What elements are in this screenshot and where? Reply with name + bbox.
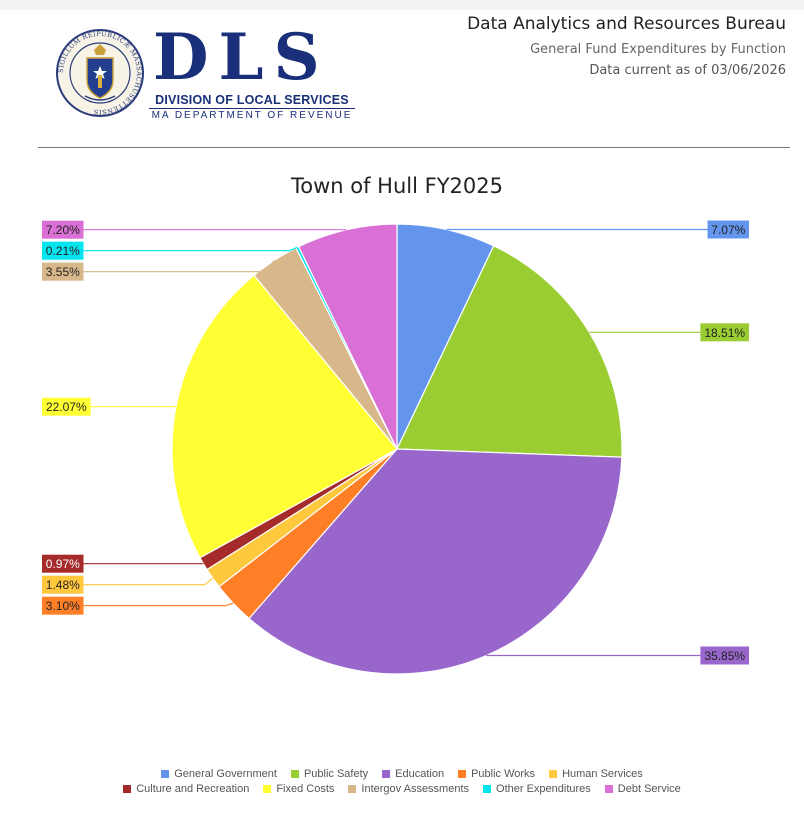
legend-label: General Government	[174, 768, 277, 780]
data-label-box	[707, 220, 749, 239]
data-label-box	[42, 397, 91, 416]
data-label-box	[42, 554, 84, 573]
header-divider	[38, 147, 790, 148]
massachusetts-seal-icon: SIGILLUM REIPUBLICÆ MASSACHUSETTENSIS	[56, 29, 144, 117]
legend-swatch	[161, 770, 170, 778]
data-label-box	[700, 323, 749, 342]
legend-swatch	[123, 785, 132, 793]
data-label-box	[42, 596, 84, 615]
legend-label: Public Safety	[303, 768, 369, 780]
dls-logo: SIGILLUM REIPUBLICÆ MASSACHUSETTENSIS DL…	[55, 20, 355, 129]
data-label-box	[42, 220, 84, 239]
bureau-title: Data Analytics and Resources Bureau	[467, 14, 786, 34]
pie-slice-fixed-costs	[171, 274, 398, 559]
legend-item: Intergov Assessments	[348, 783, 469, 795]
legend-item: General Government	[161, 768, 277, 780]
legend-swatch	[382, 770, 391, 778]
report-subtitle: General Fund Expenditures by Function	[530, 42, 786, 57]
legend-label: Human Services	[562, 768, 643, 780]
legend-swatch	[604, 785, 613, 793]
legend-item: Debt Service	[604, 783, 681, 795]
legend-label: Debt Service	[617, 783, 681, 795]
data-label: 18.51%	[704, 326, 745, 340]
legend-item: Public Works	[458, 768, 535, 780]
data-label-box	[42, 262, 84, 281]
legend-label: Public Works	[471, 768, 536, 780]
legend-label: Other Expenditures	[496, 783, 591, 795]
leader-line	[83, 602, 234, 607]
pie-slice-debt-service	[297, 223, 398, 450]
chart-title: Town of Hull FY2025	[290, 174, 503, 198]
dls-line-division: DIVISION OF LOCAL SERVICES	[155, 93, 349, 107]
legend-swatch	[458, 770, 467, 778]
data-label-box	[700, 646, 749, 665]
data-label: 7.20%	[46, 223, 80, 237]
dls-line-department: MA DEPARTMENT OF REVENUE	[151, 110, 353, 121]
legend-swatch	[549, 770, 558, 778]
data-label: 35.85%	[704, 649, 745, 663]
leader-line	[83, 246, 298, 252]
legend-swatch	[348, 785, 357, 793]
leader-line	[83, 577, 214, 586]
legend-item: Public Safety	[290, 768, 369, 780]
chart-legend: General Government Public Safety Education…	[0, 768, 804, 798]
legend-label: Intergov Assessments	[361, 783, 470, 795]
data-label: 3.10%	[46, 599, 80, 613]
dls-logo-rule	[149, 108, 355, 109]
legend-item: Other Expenditures	[483, 783, 591, 795]
legend-item: Culture and Recreation	[123, 783, 249, 795]
data-label: 7.07%	[711, 223, 745, 237]
legend-swatch	[290, 770, 299, 778]
legend-label: Culture and Recreation	[136, 783, 250, 795]
data-label: 0.97%	[46, 557, 80, 571]
data-label-box	[42, 241, 84, 260]
data-label: 0.21%	[46, 244, 80, 258]
pie-chart: Town of Hull FY2025 7.07% 18.51% 35.85% 7.20…	[42, 174, 749, 675]
legend-item: Education	[382, 768, 444, 780]
legend-swatch	[483, 785, 492, 793]
pie-slice-public-safety	[396, 245, 623, 458]
legend-item: Fixed Costs	[263, 783, 334, 795]
data-label-box	[42, 575, 84, 594]
data-label: 1.48%	[46, 578, 80, 592]
data-label: 22.07%	[46, 400, 87, 414]
legend-item: Human Services	[549, 768, 643, 780]
legend-row: General Government Public Safety Education…	[0, 768, 804, 780]
leader-line	[83, 260, 275, 273]
legend-swatch	[263, 785, 272, 793]
dls-wordmark: DLS	[153, 20, 330, 95]
data-current-date: Data current as of 03/06/2026	[589, 63, 786, 78]
top-band	[0, 0, 804, 10]
legend-row: Culture and Recreation Fixed Costs Intergo…	[0, 783, 804, 795]
legend-label: Education	[395, 768, 445, 780]
data-label: 3.55%	[46, 265, 80, 279]
legend-label: Fixed Costs	[276, 783, 335, 795]
